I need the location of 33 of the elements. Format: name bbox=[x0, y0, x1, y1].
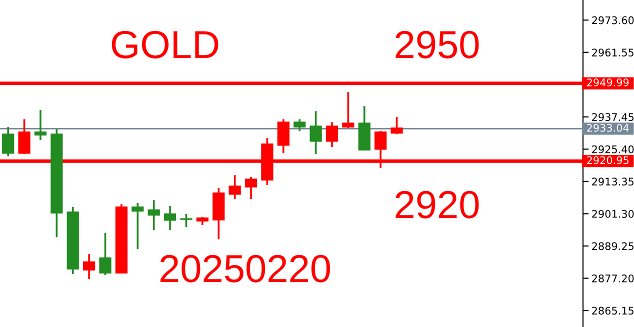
y-tick-label: 2913.35 bbox=[592, 178, 634, 186]
annotation: 2950 bbox=[396, 30, 479, 58]
candlestick bbox=[99, 232, 112, 276]
candlestick bbox=[148, 199, 160, 231]
annotation: GOLD bbox=[112, 30, 218, 58]
candlestick bbox=[164, 205, 176, 231]
ref-line-label: 2920.95 bbox=[587, 156, 628, 164]
candlestick bbox=[180, 213, 192, 228]
y-tick-label: 2973.60 bbox=[592, 16, 634, 24]
candlestick bbox=[18, 118, 30, 155]
ref-line-label: 2933.04 bbox=[587, 124, 629, 132]
y-tick-label: 2889.25 bbox=[592, 242, 634, 250]
y-tick-label: 2901.30 bbox=[592, 210, 634, 218]
candlestick bbox=[244, 176, 258, 200]
candlestick bbox=[342, 91, 354, 129]
candlestick bbox=[390, 116, 403, 136]
annotation: 20250220 bbox=[160, 254, 330, 282]
candlestick bbox=[294, 118, 306, 132]
candlestick bbox=[326, 121, 338, 148]
y-tick-label: 2865.15 bbox=[592, 306, 634, 315]
y-tick-label: 2877.20 bbox=[592, 274, 634, 282]
candlestick bbox=[132, 202, 144, 250]
ref-line-label: 2949.99 bbox=[587, 78, 629, 86]
candlestick bbox=[310, 110, 322, 155]
candlestick bbox=[34, 109, 47, 141]
candlestick bbox=[228, 174, 241, 200]
y-tick-label: 2937.45 bbox=[592, 113, 634, 122]
y-tick-label: 2961.55 bbox=[592, 48, 634, 56]
y-tick-label: 2925.40 bbox=[592, 145, 634, 154]
candlestick bbox=[2, 126, 14, 158]
candlestick bbox=[83, 253, 96, 280]
annotation: 2920 bbox=[396, 190, 479, 218]
candlestick bbox=[277, 118, 290, 154]
